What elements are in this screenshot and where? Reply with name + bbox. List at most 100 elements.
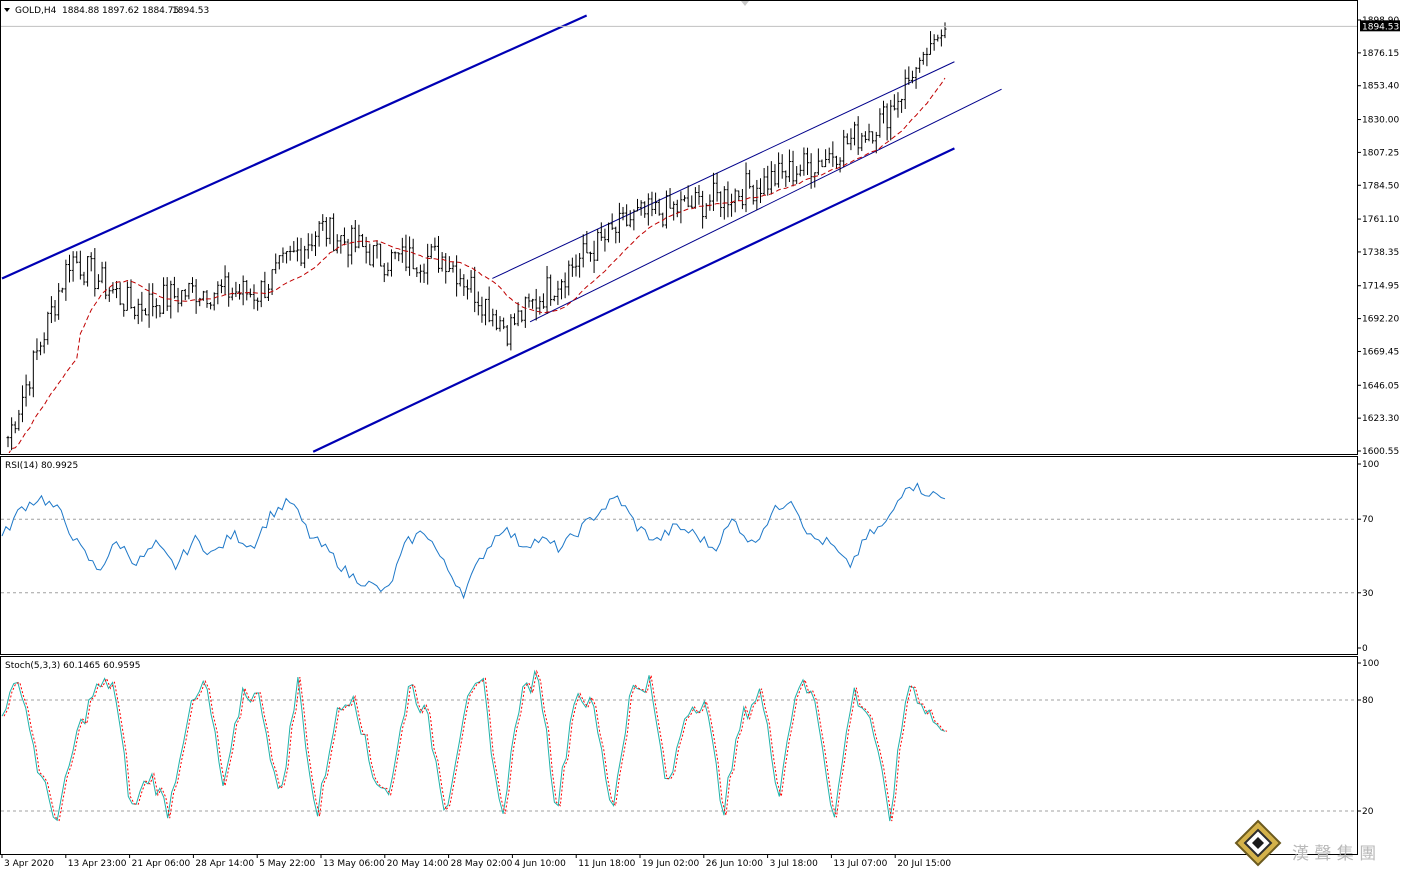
axis-tick-label: 100 bbox=[1362, 460, 1379, 470]
candle bbox=[89, 252, 93, 272]
candle bbox=[216, 281, 220, 305]
diamond-logo-icon bbox=[1234, 819, 1282, 867]
candle bbox=[697, 185, 701, 205]
candle bbox=[75, 251, 79, 264]
price-axis: 1898.901876.151853.401830.001807.251784.… bbox=[1357, 16, 1399, 457]
candle bbox=[599, 222, 603, 241]
candle bbox=[556, 280, 560, 305]
candle bbox=[194, 279, 198, 314]
candle bbox=[758, 178, 762, 204]
candle bbox=[209, 302, 213, 310]
time-tick-label: 28 May 02:00 bbox=[451, 859, 513, 869]
stoch-title: Stoch(5,3,3) 60.1465 60.9595 bbox=[5, 661, 140, 671]
candle bbox=[896, 92, 900, 118]
candle bbox=[393, 251, 397, 260]
candle bbox=[180, 290, 184, 307]
inner-upper-channel-line[interactable] bbox=[492, 61, 955, 279]
candle bbox=[259, 280, 263, 308]
candle bbox=[820, 159, 824, 168]
candle bbox=[447, 256, 451, 273]
upper-channel-line[interactable] bbox=[1, 14, 588, 280]
candle bbox=[881, 100, 885, 124]
triangle-down-icon[interactable] bbox=[4, 8, 10, 12]
candle bbox=[560, 279, 564, 300]
lower-channel-line[interactable] bbox=[312, 147, 955, 453]
candle bbox=[151, 283, 155, 317]
price-tick-label: 1623.30 bbox=[1362, 414, 1399, 424]
candle bbox=[332, 213, 336, 252]
candle bbox=[404, 234, 408, 272]
candle bbox=[621, 206, 625, 221]
company-name: 漢 聲 集 團 bbox=[1292, 844, 1376, 864]
candlestick-series bbox=[6, 22, 947, 451]
candle bbox=[68, 254, 72, 283]
candle bbox=[71, 251, 75, 282]
candle bbox=[17, 409, 21, 431]
candle bbox=[943, 22, 947, 39]
chart-shift-marker-icon[interactable] bbox=[741, 1, 749, 6]
candle bbox=[371, 245, 375, 268]
current-price-label: 1894.53 bbox=[1362, 22, 1399, 32]
candle bbox=[791, 150, 795, 187]
candle bbox=[675, 199, 679, 218]
candle bbox=[849, 128, 853, 151]
candle bbox=[350, 225, 354, 265]
candle bbox=[400, 237, 404, 263]
candle bbox=[451, 261, 455, 273]
candle bbox=[654, 192, 658, 215]
time-axis: 3 Apr 2020 13 Apr 23:00 21 Apr 06:00 28 Apr… bbox=[1, 854, 951, 869]
candle bbox=[469, 270, 473, 293]
candle bbox=[856, 116, 860, 155]
candle bbox=[96, 274, 100, 290]
inner-lower-channel-line[interactable] bbox=[529, 88, 1002, 323]
candle bbox=[270, 269, 274, 295]
candle bbox=[140, 291, 144, 322]
candle bbox=[458, 268, 462, 287]
price-tick-label: 1876.15 bbox=[1362, 49, 1399, 59]
open-value: 1884.88 bbox=[62, 6, 99, 16]
candle bbox=[737, 190, 741, 201]
candle bbox=[733, 188, 737, 213]
candle bbox=[212, 292, 216, 311]
time-tick-label: 11 Jun 18:00 bbox=[578, 859, 635, 869]
price-tick-label: 1761.10 bbox=[1362, 215, 1399, 225]
candle bbox=[288, 245, 292, 261]
candle bbox=[187, 282, 191, 300]
low-value: 1884.75 bbox=[142, 6, 179, 16]
trend-channel-lines[interactable] bbox=[1, 14, 1002, 453]
candle bbox=[299, 237, 303, 267]
candle bbox=[632, 209, 636, 231]
candle bbox=[28, 381, 32, 396]
candle bbox=[824, 149, 828, 168]
candle bbox=[657, 198, 661, 216]
candle bbox=[932, 34, 936, 51]
candle bbox=[639, 200, 643, 216]
candle bbox=[523, 296, 527, 328]
candle bbox=[20, 385, 24, 423]
candle bbox=[277, 255, 281, 270]
rsi-pane[interactable] bbox=[0, 456, 1358, 655]
candle bbox=[668, 188, 672, 209]
candle bbox=[35, 338, 39, 361]
candle bbox=[643, 201, 647, 218]
candle bbox=[476, 291, 480, 316]
candle bbox=[784, 170, 788, 187]
candle bbox=[907, 66, 911, 85]
stoch-axis: 100 80 20 bbox=[1357, 659, 1379, 817]
rsi-title: RSI(14) 80.9925 bbox=[5, 461, 78, 471]
price-tick-label: 1600.55 bbox=[1362, 447, 1399, 457]
candle bbox=[780, 154, 784, 179]
candle bbox=[328, 217, 332, 245]
candle bbox=[588, 251, 592, 262]
candle bbox=[129, 279, 133, 309]
candle bbox=[292, 241, 296, 253]
candle bbox=[353, 220, 357, 253]
candle bbox=[690, 195, 694, 209]
time-tick-label: 3 Jul 18:00 bbox=[770, 859, 819, 869]
candle bbox=[154, 298, 158, 319]
stoch-pane[interactable] bbox=[0, 656, 1358, 855]
candle bbox=[585, 231, 589, 254]
main-price-pane[interactable] bbox=[0, 0, 1358, 455]
price-tick-label: 1738.35 bbox=[1362, 248, 1399, 258]
candle bbox=[118, 282, 122, 306]
